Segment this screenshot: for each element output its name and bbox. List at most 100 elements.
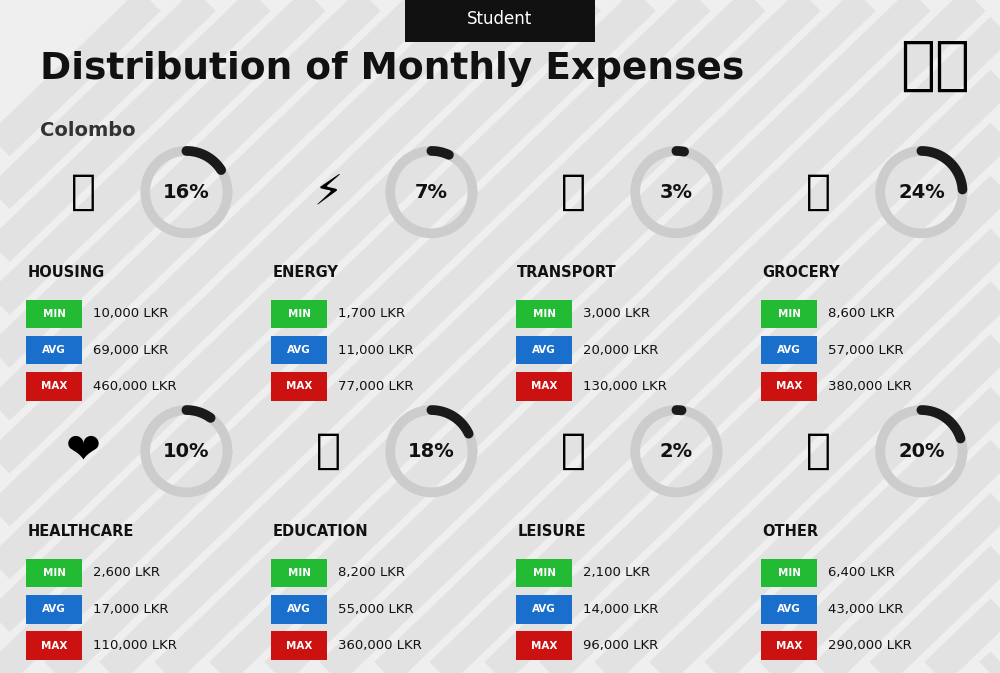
Text: AVG: AVG — [287, 604, 311, 614]
Text: MAX: MAX — [531, 641, 557, 651]
Text: 10%: 10% — [163, 441, 210, 461]
Text: MIN: MIN — [533, 309, 556, 319]
Text: MIN: MIN — [43, 309, 66, 319]
Text: AVG: AVG — [532, 345, 556, 355]
FancyBboxPatch shape — [26, 372, 82, 400]
Text: MIN: MIN — [778, 568, 801, 578]
Text: Distribution of Monthly Expenses: Distribution of Monthly Expenses — [40, 51, 744, 87]
Text: 7%: 7% — [415, 182, 448, 202]
FancyBboxPatch shape — [516, 299, 572, 328]
FancyBboxPatch shape — [516, 336, 572, 364]
Text: AVG: AVG — [287, 345, 311, 355]
FancyBboxPatch shape — [271, 299, 327, 328]
FancyBboxPatch shape — [271, 559, 327, 588]
Text: ⚡: ⚡ — [314, 171, 343, 213]
Text: 8,200 LKR: 8,200 LKR — [338, 567, 405, 579]
FancyBboxPatch shape — [761, 372, 817, 400]
FancyBboxPatch shape — [26, 559, 82, 588]
Text: AVG: AVG — [42, 604, 66, 614]
Text: AVG: AVG — [777, 604, 801, 614]
Text: 🎓: 🎓 — [316, 430, 341, 472]
Text: 460,000 LKR: 460,000 LKR — [93, 380, 177, 393]
Text: 18%: 18% — [408, 441, 455, 461]
Text: 2,100 LKR: 2,100 LKR — [583, 567, 650, 579]
Text: MAX: MAX — [776, 641, 802, 651]
Text: 96,000 LKR: 96,000 LKR — [583, 639, 659, 652]
Text: 20,000 LKR: 20,000 LKR — [583, 344, 659, 357]
Text: 3,000 LKR: 3,000 LKR — [583, 308, 650, 320]
Text: MIN: MIN — [533, 568, 556, 578]
Text: ❤️: ❤️ — [66, 430, 101, 472]
Text: OTHER: OTHER — [762, 524, 818, 539]
Text: 110,000 LKR: 110,000 LKR — [93, 639, 177, 652]
Text: 290,000 LKR: 290,000 LKR — [828, 639, 912, 652]
FancyBboxPatch shape — [761, 559, 817, 588]
Text: TRANSPORT: TRANSPORT — [517, 265, 617, 280]
Text: 2,600 LKR: 2,600 LKR — [93, 567, 160, 579]
Text: 8,600 LKR: 8,600 LKR — [828, 308, 895, 320]
Text: ENERGY: ENERGY — [272, 265, 338, 280]
FancyBboxPatch shape — [26, 595, 82, 623]
Text: 1,700 LKR: 1,700 LKR — [338, 308, 405, 320]
Text: 43,000 LKR: 43,000 LKR — [828, 603, 904, 616]
Text: 69,000 LKR: 69,000 LKR — [93, 344, 169, 357]
Text: GROCERY: GROCERY — [762, 265, 840, 280]
FancyBboxPatch shape — [761, 631, 817, 660]
Text: 16%: 16% — [163, 182, 210, 202]
Text: Colombo: Colombo — [40, 120, 136, 140]
Text: 3%: 3% — [660, 182, 693, 202]
Text: 🏙: 🏙 — [71, 171, 96, 213]
Text: MAX: MAX — [286, 382, 312, 392]
Text: MAX: MAX — [41, 641, 67, 651]
Text: 20%: 20% — [898, 441, 945, 461]
Text: 77,000 LKR: 77,000 LKR — [338, 380, 414, 393]
Text: 360,000 LKR: 360,000 LKR — [338, 639, 422, 652]
FancyBboxPatch shape — [516, 559, 572, 588]
Text: MAX: MAX — [41, 382, 67, 392]
Text: 55,000 LKR: 55,000 LKR — [338, 603, 414, 616]
FancyBboxPatch shape — [271, 595, 327, 623]
Text: AVG: AVG — [532, 604, 556, 614]
Text: 🛍️: 🛍️ — [561, 430, 586, 472]
Text: 2%: 2% — [660, 441, 693, 461]
Text: MIN: MIN — [288, 309, 311, 319]
Text: MAX: MAX — [531, 382, 557, 392]
FancyBboxPatch shape — [761, 336, 817, 364]
Text: 57,000 LKR: 57,000 LKR — [828, 344, 904, 357]
FancyBboxPatch shape — [405, 0, 595, 42]
Text: 🛒: 🛒 — [806, 171, 831, 213]
FancyBboxPatch shape — [516, 372, 572, 400]
FancyBboxPatch shape — [26, 631, 82, 660]
FancyBboxPatch shape — [271, 372, 327, 400]
Text: AVG: AVG — [42, 345, 66, 355]
Text: MAX: MAX — [776, 382, 802, 392]
Text: 11,000 LKR: 11,000 LKR — [338, 344, 414, 357]
FancyBboxPatch shape — [516, 595, 572, 623]
Text: AVG: AVG — [777, 345, 801, 355]
Text: 💰: 💰 — [806, 430, 831, 472]
Text: Student: Student — [467, 10, 533, 28]
FancyBboxPatch shape — [271, 336, 327, 364]
FancyBboxPatch shape — [26, 336, 82, 364]
FancyBboxPatch shape — [761, 299, 817, 328]
Text: 17,000 LKR: 17,000 LKR — [93, 603, 169, 616]
Text: HEALTHCARE: HEALTHCARE — [27, 524, 134, 539]
Text: 380,000 LKR: 380,000 LKR — [828, 380, 912, 393]
Text: EDUCATION: EDUCATION — [272, 524, 368, 539]
Text: 14,000 LKR: 14,000 LKR — [583, 603, 659, 616]
Text: 10,000 LKR: 10,000 LKR — [93, 308, 169, 320]
Text: MIN: MIN — [288, 568, 311, 578]
FancyBboxPatch shape — [761, 595, 817, 623]
Text: 🇱🇰: 🇱🇰 — [900, 36, 970, 94]
Text: HOUSING: HOUSING — [27, 265, 104, 280]
Text: 6,400 LKR: 6,400 LKR — [828, 567, 895, 579]
Text: 130,000 LKR: 130,000 LKR — [583, 380, 667, 393]
Text: LEISURE: LEISURE — [517, 524, 586, 539]
FancyBboxPatch shape — [271, 631, 327, 660]
Text: 24%: 24% — [898, 182, 945, 202]
Text: MIN: MIN — [43, 568, 66, 578]
Text: MAX: MAX — [286, 641, 312, 651]
FancyBboxPatch shape — [26, 299, 82, 328]
Text: 🚌: 🚌 — [561, 171, 586, 213]
FancyBboxPatch shape — [516, 631, 572, 660]
